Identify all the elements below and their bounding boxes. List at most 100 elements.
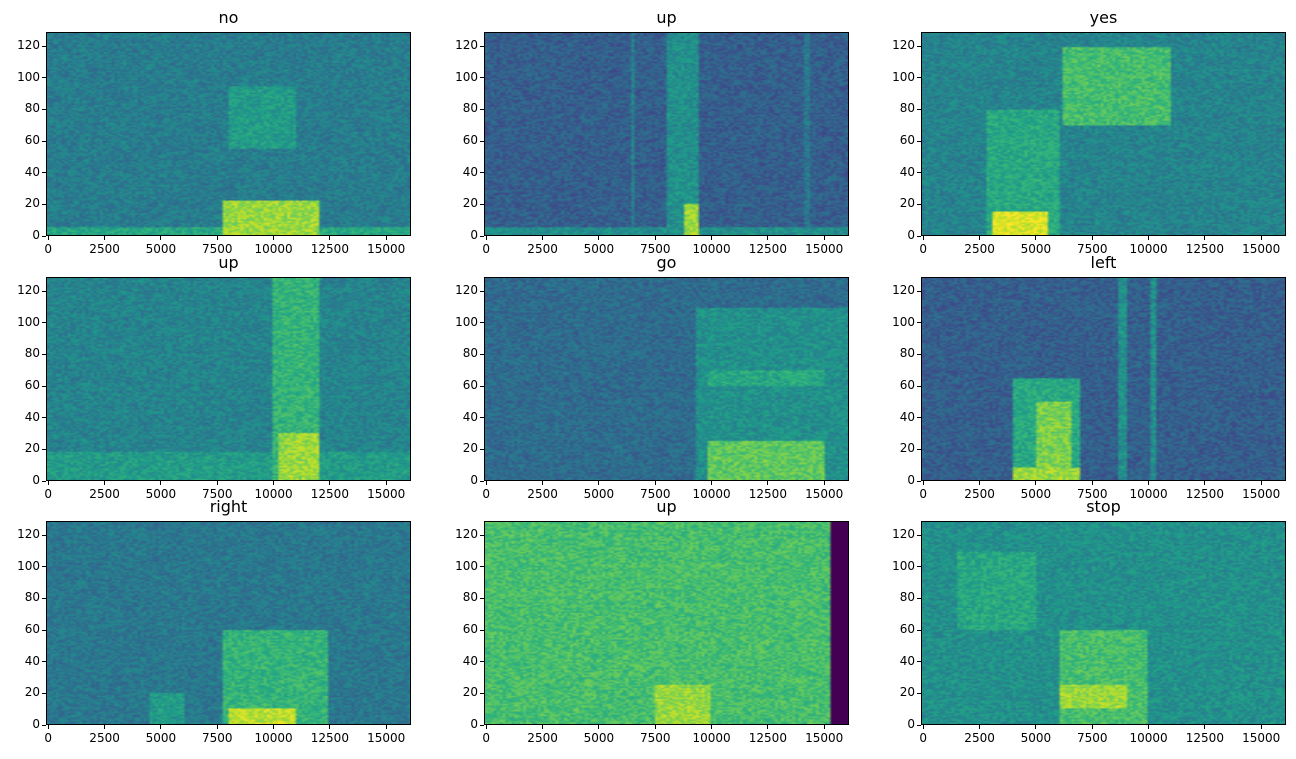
x-tick-mark xyxy=(767,481,769,485)
x-tick-mark xyxy=(1260,236,1262,240)
y-tick-label: 60 xyxy=(462,622,478,637)
chart-title: go xyxy=(656,253,677,272)
y-tick-mark xyxy=(917,566,921,568)
x-tick-mark xyxy=(160,236,162,240)
x-tick-label: 2500 xyxy=(964,731,995,745)
y-tick-mark xyxy=(917,724,921,726)
y-tick-mark xyxy=(480,322,484,324)
y-tick-label: 0 xyxy=(32,228,40,242)
x-tick-mark xyxy=(654,725,656,729)
y-tick-mark xyxy=(480,172,484,174)
y-tick-label: 120 xyxy=(892,283,915,298)
x-tick-label: 7500 xyxy=(201,731,233,745)
x-tick-mark xyxy=(160,725,162,729)
y-tick-mark xyxy=(917,235,921,237)
y-tick-label: 120 xyxy=(455,38,478,53)
y-tick-mark xyxy=(917,77,921,79)
x-tick-mark xyxy=(979,236,981,240)
y-tick-mark xyxy=(42,77,46,79)
heatmap-cells xyxy=(485,33,848,235)
y-tick-mark xyxy=(42,661,46,663)
heatmap-axes xyxy=(46,277,411,481)
heatmap-cells xyxy=(47,278,410,480)
x-tick-label: 0 xyxy=(44,731,53,745)
y-tick-mark xyxy=(42,534,46,536)
y-tick-label: 40 xyxy=(462,653,478,668)
x-tick-mark xyxy=(1091,236,1093,240)
chart-title: stop xyxy=(1086,497,1121,516)
y-tick-mark xyxy=(480,45,484,47)
y-tick-mark xyxy=(42,235,46,237)
y-tick-label: 0 xyxy=(907,717,915,731)
x-tick-label: 15000 xyxy=(367,487,406,501)
y-tick-label: 80 xyxy=(24,101,40,116)
y-tick-mark xyxy=(480,77,484,79)
y-tick-mark xyxy=(42,692,46,694)
y-tick-label: 60 xyxy=(462,378,478,393)
x-tick-mark xyxy=(216,725,218,729)
x-tick-label: 0 xyxy=(482,487,491,501)
y-tick-label: 80 xyxy=(462,590,478,605)
y-tick-mark xyxy=(917,322,921,324)
y-tick-label: 80 xyxy=(462,346,478,361)
x-tick-label: 15000 xyxy=(367,731,406,745)
y-tick-label: 20 xyxy=(24,441,40,456)
x-tick-mark xyxy=(385,481,387,485)
chart-title: up xyxy=(656,497,677,516)
chart-title: yes xyxy=(1089,8,1118,27)
x-tick-mark xyxy=(216,481,218,485)
y-tick-label: 100 xyxy=(455,314,478,329)
y-tick-mark xyxy=(480,108,484,110)
y-tick-label: 100 xyxy=(892,69,915,84)
x-tick-mark xyxy=(922,725,924,729)
x-tick-mark xyxy=(329,725,331,729)
y-tick-mark xyxy=(480,597,484,599)
x-tick-label: 10000 xyxy=(692,731,731,745)
y-tick-mark xyxy=(480,566,484,568)
heatmap-cells xyxy=(485,522,848,724)
y-tick-label: 100 xyxy=(17,558,40,573)
x-tick-label: 5000 xyxy=(1020,487,1052,501)
y-tick-label: 40 xyxy=(899,653,915,668)
x-tick-mark xyxy=(767,236,769,240)
x-tick-mark xyxy=(654,236,656,240)
y-tick-mark xyxy=(480,140,484,142)
x-tick-mark xyxy=(1035,725,1037,729)
y-tick-mark xyxy=(480,235,484,237)
x-tick-label: 15000 xyxy=(805,487,844,501)
y-tick-label: 20 xyxy=(462,685,478,700)
x-tick-mark xyxy=(1148,725,1150,729)
x-tick-label: 15000 xyxy=(805,242,844,256)
y-tick-mark xyxy=(917,385,921,387)
x-tick-label: 15000 xyxy=(1242,731,1281,745)
chart-title: up xyxy=(218,253,239,272)
y-tick-label: 120 xyxy=(892,38,915,53)
heatmap-axes xyxy=(921,32,1286,236)
y-tick-mark xyxy=(917,629,921,631)
x-tick-label: 15000 xyxy=(1242,487,1281,501)
x-tick-label: 10000 xyxy=(1129,487,1168,501)
y-tick-label: 40 xyxy=(24,653,40,668)
x-tick-label: 0 xyxy=(919,487,928,501)
y-tick-mark xyxy=(917,108,921,110)
heatmap-cells xyxy=(47,33,410,235)
x-tick-mark xyxy=(385,236,387,240)
y-tick-label: 0 xyxy=(470,228,478,242)
x-tick-mark xyxy=(160,481,162,485)
heatmap-cells xyxy=(485,278,848,480)
x-tick-mark xyxy=(711,236,713,240)
x-tick-label: 5000 xyxy=(583,731,615,745)
x-tick-label: 10000 xyxy=(254,242,293,256)
x-tick-mark xyxy=(1204,725,1206,729)
y-tick-mark xyxy=(42,724,46,726)
y-tick-label: 20 xyxy=(462,441,478,456)
y-tick-mark xyxy=(480,448,484,450)
x-tick-mark xyxy=(47,481,49,485)
x-tick-mark xyxy=(1035,236,1037,240)
x-tick-mark xyxy=(273,725,275,729)
y-tick-label: 60 xyxy=(899,133,915,148)
heatmap-axes xyxy=(46,32,411,236)
y-tick-mark xyxy=(480,353,484,355)
y-tick-label: 120 xyxy=(17,283,40,298)
y-tick-label: 120 xyxy=(455,527,478,542)
